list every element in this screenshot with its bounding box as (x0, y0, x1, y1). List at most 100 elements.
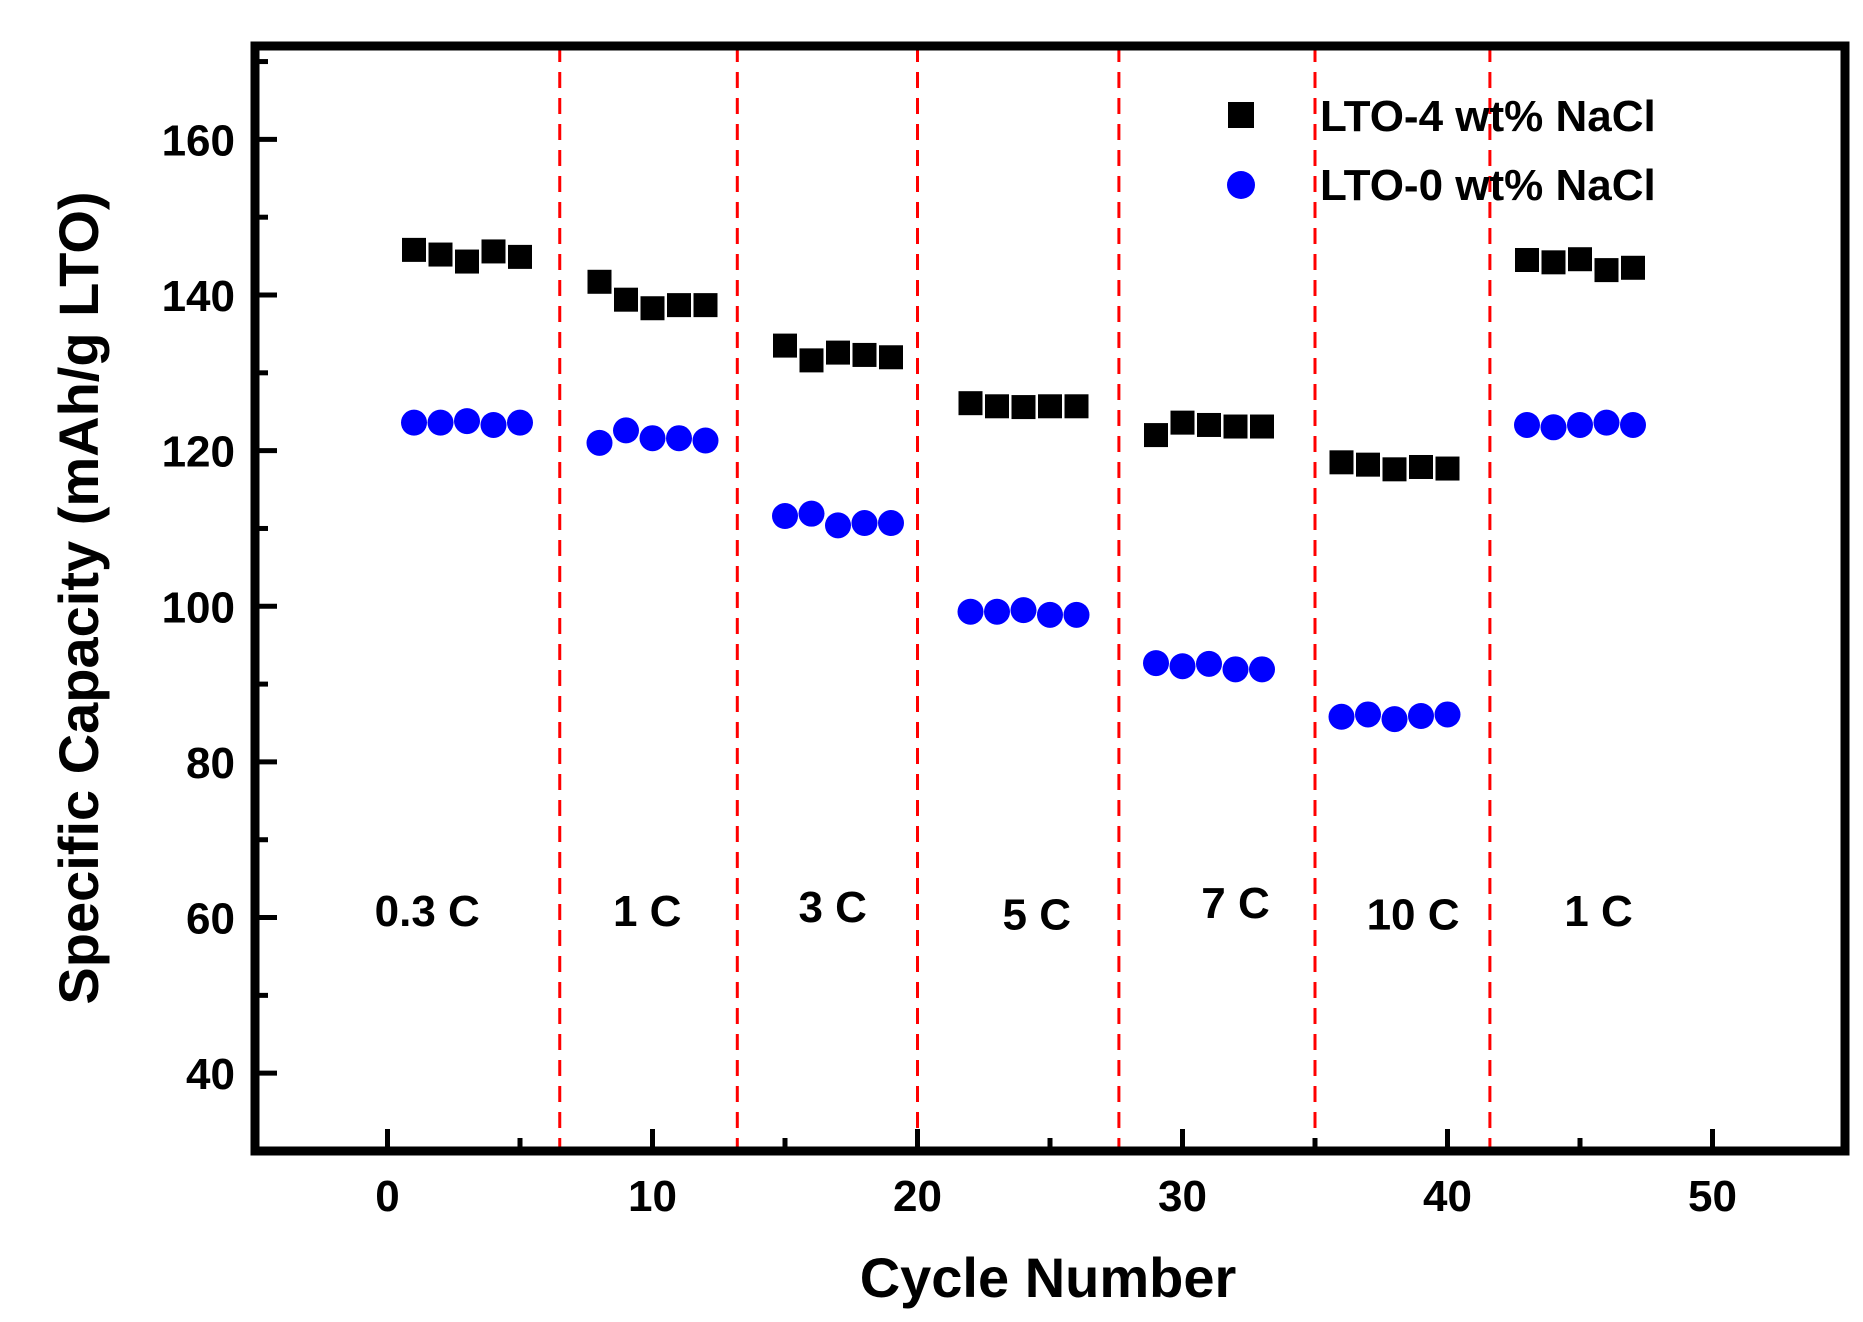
data-point-square (879, 345, 903, 370)
y-tick-label: 40 (186, 1050, 235, 1099)
data-point-square (402, 237, 426, 262)
data-point-circle (586, 429, 613, 456)
data-point-circle (1222, 656, 1249, 683)
data-point-square (826, 340, 850, 365)
data-point-circle (1063, 601, 1090, 628)
data-point-circle (1355, 701, 1381, 728)
data-point-circle (878, 510, 904, 537)
data-point-circle (1567, 411, 1593, 438)
rate-dividers (558, 46, 1492, 1151)
data-point-circle (1328, 703, 1355, 730)
data-point-circle (1408, 703, 1434, 730)
data-point-circle (798, 500, 825, 527)
data-point-square (773, 333, 797, 358)
x-tick-label: 20 (893, 1172, 942, 1221)
x-tick-label: 40 (1423, 1172, 1472, 1221)
data-point-square (1568, 247, 1592, 272)
data-point-circle (1620, 411, 1646, 438)
data-point-circle (613, 417, 639, 444)
data-point-square (1356, 452, 1380, 477)
data-point-circle (1381, 706, 1408, 733)
rate-label: 7 C (1201, 879, 1269, 928)
data-point-square (481, 239, 506, 264)
data-point-square (1038, 394, 1062, 419)
data-point-square (1435, 456, 1460, 481)
data-point-circle (1514, 411, 1540, 438)
data-point-square (1409, 454, 1433, 479)
data-point-circle (957, 598, 984, 625)
data-point-square (1541, 250, 1566, 275)
data-point-square (1170, 410, 1195, 435)
data-point-circle (454, 408, 480, 435)
x-tick-label: 50 (1688, 1172, 1737, 1221)
data-point-circle (1196, 650, 1222, 677)
data-point-circle (1540, 414, 1567, 441)
data-point-square (1197, 412, 1221, 437)
data-point-square (852, 342, 877, 367)
legend: LTO-4 wt% NaCl LTO-0 wt% NaCl (1227, 92, 1656, 210)
x-axis-title: Cycle Number (860, 1246, 1237, 1309)
data-point-circle (692, 427, 719, 454)
series-lto-4-wt-nacl (402, 237, 1645, 482)
rate-label: 1 C (613, 887, 681, 936)
data-point-square (693, 293, 718, 318)
data-point-circle (507, 409, 533, 436)
data-points (401, 237, 1646, 733)
data-point-square (958, 391, 983, 416)
data-point-square (799, 348, 824, 373)
plot-frame (250, 41, 1850, 1156)
data-point-square (1144, 423, 1168, 448)
rate-label: 1 C (1564, 887, 1632, 936)
axis-tick-labels: 40 60 80 100 120 140 160 0 10 20 30 40 50 (162, 116, 1737, 1221)
x-tick-label: 30 (1158, 1172, 1207, 1221)
y-tick-label: 140 (162, 272, 235, 321)
data-point-circle (1037, 601, 1063, 628)
data-point-square (1594, 258, 1619, 283)
legend-marker-circle (1227, 171, 1255, 199)
data-point-circle (772, 503, 798, 530)
data-point-circle (639, 425, 666, 452)
x-tick-label: 0 (375, 1172, 399, 1221)
data-point-circle (666, 425, 692, 452)
rate-label: 5 C (1003, 891, 1071, 940)
rate-label: 0.3 C (375, 887, 480, 936)
data-point-circle (851, 510, 878, 537)
data-point-circle (427, 409, 454, 436)
rate-label: 10 C (1367, 891, 1460, 940)
data-point-circle (984, 598, 1010, 625)
data-point-square (985, 394, 1009, 419)
data-point-square (1382, 457, 1407, 482)
data-point-square (587, 269, 612, 294)
y-tick-label: 60 (186, 895, 235, 944)
series-lto-0-wt-nacl (401, 408, 1646, 733)
data-point-circle (1249, 656, 1275, 683)
data-point-circle (401, 409, 427, 436)
data-point-square (614, 287, 638, 312)
data-point-square (1064, 394, 1089, 419)
y-tick-label: 120 (162, 428, 235, 477)
y-tick-label: 160 (162, 116, 235, 165)
y-tick-label: 80 (186, 739, 235, 788)
data-point-circle (1434, 701, 1461, 728)
data-point-square (640, 296, 665, 321)
legend-label: LTO-4 wt% NaCl (1320, 92, 1656, 141)
x-tick-label: 10 (628, 1172, 677, 1221)
data-point-circle (1169, 653, 1196, 680)
data-point-square (1515, 247, 1539, 272)
data-point-square (428, 242, 453, 267)
y-axis-title: Specific Capacity (mAh/g LTO) (47, 191, 110, 1004)
data-point-square (667, 293, 691, 318)
data-point-circle (1143, 650, 1169, 677)
data-point-square (1621, 255, 1645, 280)
rate-labels: 0.3 C 1 C 3 C 5 C 7 C 10 C 1 C (375, 879, 1633, 940)
data-point-circle (1593, 409, 1620, 436)
data-point-square (1250, 414, 1274, 439)
data-point-circle (480, 411, 507, 438)
data-point-circle (825, 512, 851, 539)
data-point-square (1223, 414, 1248, 439)
y-tick-label: 100 (162, 583, 235, 632)
data-point-square (508, 244, 532, 269)
data-point-square (1329, 450, 1354, 475)
